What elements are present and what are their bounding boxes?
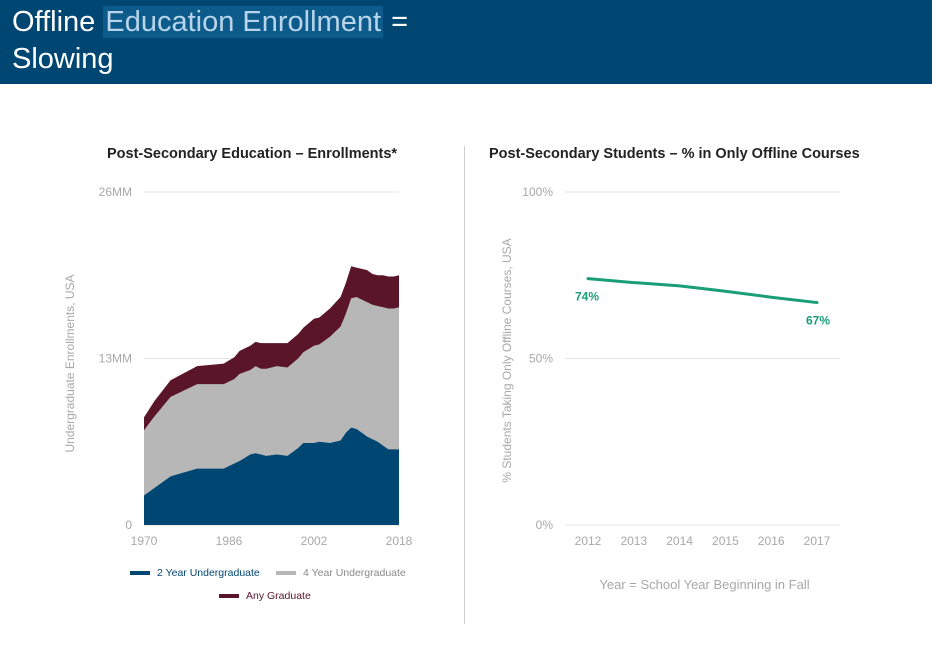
legend-label-graduate: Any Graduate <box>246 590 311 602</box>
header-bar: Offline Education Enrollment = Slowing <box>0 0 932 84</box>
data-label: 67% <box>806 314 830 328</box>
legend-label-four-year: 4 Year Undergraduate <box>303 567 406 579</box>
x-tick-label: 2015 <box>712 534 739 548</box>
legend-item-four-year: 4 Year Undergraduate <box>276 567 406 579</box>
legend-item-graduate: Any Graduate <box>219 590 311 602</box>
offline-courses-line-chart: 0% 50% 100% 2012 2013 2014 2015 2016 2017 % Stude… <box>500 185 840 592</box>
legend-swatch-graduate <box>219 594 239 598</box>
legend-label-two-year: 2 Year Undergraduate <box>157 567 260 579</box>
title-highlight: Education Enrollment <box>103 6 384 38</box>
y-axis-label: % Students Taking Only Offline Courses, … <box>500 238 514 482</box>
y-tick-label: 100% <box>522 185 553 199</box>
title-line-2: Slowing <box>12 43 114 75</box>
legend-swatch-four-year <box>276 571 296 575</box>
left-chart-title: Post-Secondary Education – Enrollments* <box>107 146 398 162</box>
data-label: 74% <box>575 290 599 304</box>
x-tick-label: 2013 <box>620 534 647 548</box>
title-part-2: = <box>391 6 409 38</box>
series-line <box>586 277 819 305</box>
x-tick-label: 1986 <box>216 534 243 548</box>
title-part-1: Offline <box>12 6 96 38</box>
x-tick-label: 2018 <box>386 534 413 548</box>
enrollments-area-chart: 0 13MM 26MM 1970 1986 2002 2018 Undergraduate E… <box>63 185 413 548</box>
x-tick-label: 2012 <box>575 534 602 548</box>
x-axis-label: Year = School Year Beginning in Fall <box>599 577 809 592</box>
page-title: Offline Education Enrollment = Slowing <box>12 4 408 78</box>
y-axis-label: Undergraduate Enrollments, USA <box>63 274 77 452</box>
x-tick-label: 2016 <box>758 534 785 548</box>
y-tick-label: 50% <box>529 352 553 366</box>
y-tick-label: 0 <box>125 518 132 532</box>
y-tick-label: 0% <box>536 518 554 532</box>
legend-item-two-year: 2 Year Undergraduate <box>130 567 260 579</box>
right-chart-title: Post-Secondary Students – % in Only Offl… <box>489 146 860 162</box>
x-tick-label: 2017 <box>804 534 831 548</box>
area-two-year <box>144 427 399 525</box>
y-tick-label: 26MM <box>99 185 132 199</box>
x-tick-label: 2002 <box>301 534 328 548</box>
x-tick-label: 1970 <box>131 534 158 548</box>
legend-swatch-two-year <box>130 571 150 575</box>
y-tick-label: 13MM <box>99 352 132 366</box>
chart-divider <box>464 146 465 624</box>
x-tick-label: 2014 <box>666 534 693 548</box>
